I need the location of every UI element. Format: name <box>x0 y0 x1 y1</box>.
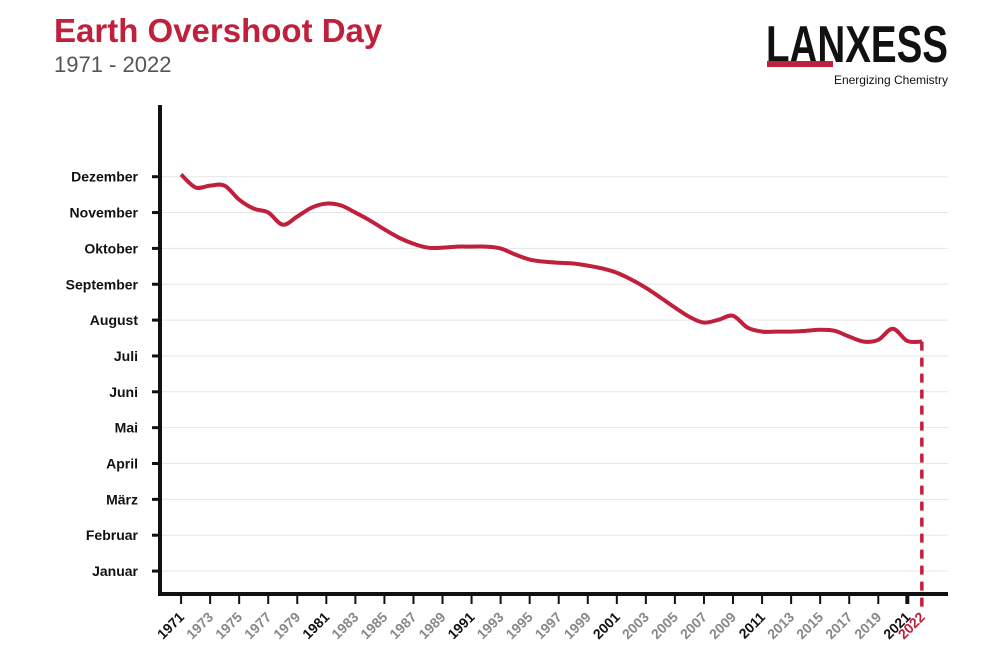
y-tick-label: Mai <box>115 420 138 436</box>
x-tick-label: 1989 <box>415 609 448 642</box>
x-tick-label: 1981 <box>299 609 332 642</box>
x-tick-label: 1991 <box>444 609 477 642</box>
y-tick-label: Januar <box>92 563 138 579</box>
y-tick-label: November <box>70 205 139 221</box>
x-tick-label: 1993 <box>473 609 506 642</box>
x-tick-label: 1975 <box>212 609 245 642</box>
x-tick-label: 2019 <box>851 609 884 642</box>
y-tick-label: April <box>106 456 138 472</box>
x-tick-label: 2017 <box>822 609 855 642</box>
x-tick-label: 1987 <box>386 609 419 642</box>
x-tick-label: 2005 <box>648 609 681 642</box>
x-tick-label: 1979 <box>270 609 303 642</box>
y-tick-label: März <box>106 491 138 507</box>
x-tick-label: 1973 <box>183 609 216 642</box>
x-tick-label: 1985 <box>357 609 390 642</box>
x-tick-label: 2013 <box>764 609 797 642</box>
logo-tagline: Energizing Chemistry <box>834 73 948 87</box>
logo-bar <box>767 61 833 67</box>
x-tick-label: 2003 <box>619 609 652 642</box>
x-tick-label: 1995 <box>502 609 535 642</box>
x-tick-label: 1999 <box>561 609 594 642</box>
y-tick-label: Oktober <box>84 240 138 256</box>
chart-title: Earth Overshoot Day <box>54 12 383 49</box>
y-tick-label: Juli <box>114 348 138 364</box>
x-tick-label: 1971 <box>154 609 187 642</box>
y-tick-label: August <box>90 312 139 328</box>
x-tick-label: 2009 <box>706 609 739 642</box>
x-tick-label: 2001 <box>590 609 623 642</box>
chart-subtitle: 1971 - 2022 <box>54 52 171 77</box>
y-tick-label: Juni <box>109 384 138 400</box>
data-line <box>179 173 922 345</box>
y-tick-label: September <box>66 276 139 292</box>
x-tick-label: 1997 <box>531 609 564 642</box>
y-tick-label: Februar <box>86 527 139 543</box>
x-tick-label: 1977 <box>241 609 274 642</box>
x-tick-label: 1983 <box>328 609 361 642</box>
x-tick-label: 2011 <box>735 609 768 642</box>
x-tick-label: 2015 <box>793 609 826 642</box>
x-tick-label: 2007 <box>677 609 710 642</box>
y-tick-label: Dezember <box>71 169 138 185</box>
